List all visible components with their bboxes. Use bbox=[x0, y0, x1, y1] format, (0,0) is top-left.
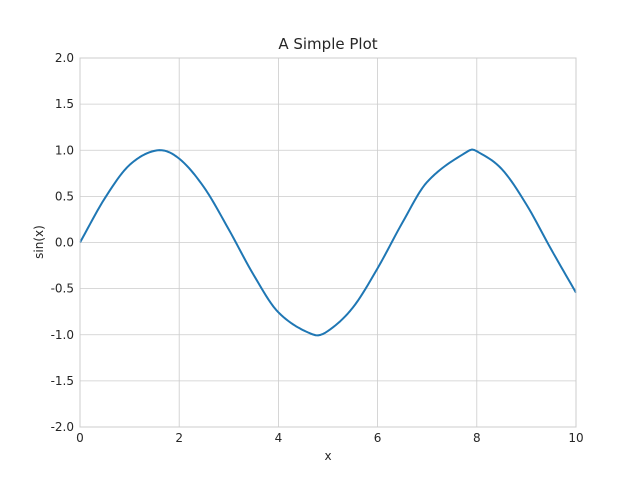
series-line bbox=[79, 148, 577, 337]
y-tick-label: 0.0 bbox=[55, 236, 74, 250]
chart-title: A Simple Plot bbox=[278, 35, 377, 53]
x-tick-label: 6 bbox=[374, 431, 382, 445]
y-tick-label: -2.0 bbox=[51, 420, 74, 434]
x-axis-label: x bbox=[324, 449, 331, 463]
x-tick-labels: 0 2 4 6 8 10 bbox=[76, 431, 583, 445]
y-tick-labels: -2.0 -1.5 -1.0 -0.5 0.0 0.5 1.0 1.5 2.0 bbox=[51, 51, 74, 434]
y-tick-label: -1.0 bbox=[51, 328, 74, 342]
x-tick-label: 4 bbox=[275, 431, 283, 445]
y-tick-label: 0.5 bbox=[55, 189, 74, 203]
x-tick-label: 0 bbox=[76, 431, 84, 445]
y-tick-label: -1.5 bbox=[51, 374, 74, 388]
x-tick-label: 2 bbox=[175, 431, 183, 445]
series-group bbox=[79, 148, 577, 337]
plot-frame bbox=[79, 57, 577, 428]
y-tick-label: 1.5 bbox=[55, 97, 74, 111]
y-axis-label: sin(x) bbox=[32, 225, 46, 259]
y-tick-label: -0.5 bbox=[51, 282, 74, 296]
x-tick-label: 8 bbox=[473, 431, 481, 445]
y-tick-label: 2.0 bbox=[55, 51, 74, 65]
y-tick-label: 1.0 bbox=[55, 143, 74, 157]
x-tick-label: 10 bbox=[568, 431, 583, 445]
